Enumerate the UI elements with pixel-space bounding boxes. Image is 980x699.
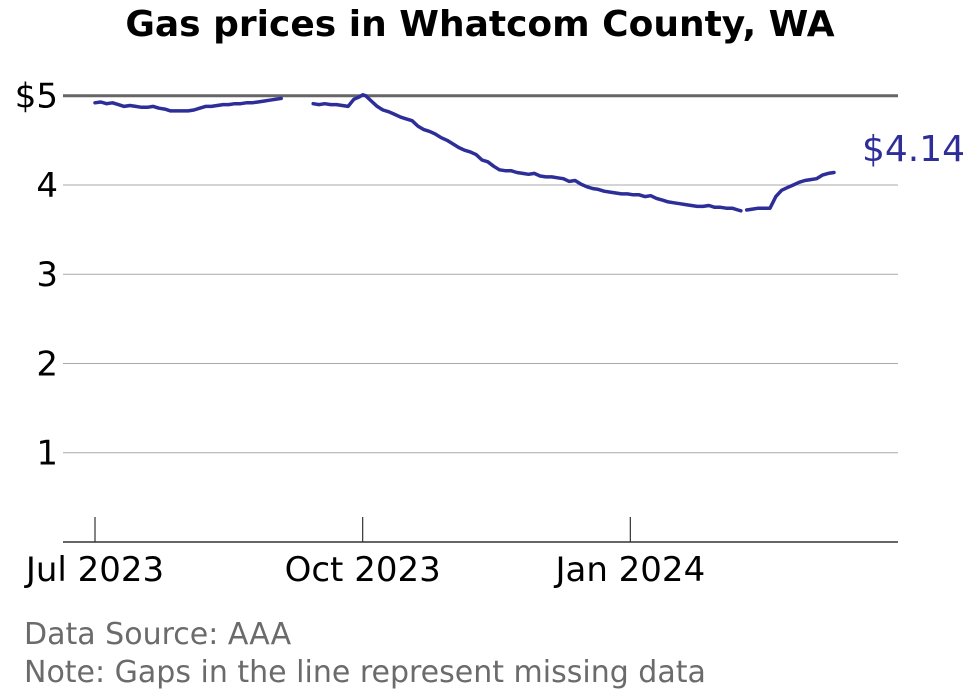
price-line	[93, 93, 836, 213]
x-tick-label: Jan 2024	[553, 550, 705, 590]
y-tick-label: 1	[36, 434, 58, 474]
chart-title: Gas prices in Whatcom County, WA	[125, 4, 834, 45]
price-line-segment	[744, 170, 836, 212]
x-axis-ticks: Jul 2023 Oct 2023 Jan 2024	[24, 517, 705, 590]
latest-price-label: $4.14	[862, 129, 965, 170]
x-tick-label: Oct 2023	[285, 550, 441, 590]
x-tick-label: Jul 2023	[24, 550, 164, 590]
missing-data-note: Note: Gaps in the line represent missing…	[24, 655, 706, 690]
y-tick-label: 3	[36, 255, 58, 295]
y-tick-label: 2	[36, 344, 58, 384]
y-tick-label: 4	[36, 166, 58, 206]
gridlines	[63, 94, 898, 454]
y-tick-label: $5	[15, 77, 58, 117]
price-line-segment	[93, 96, 283, 113]
y-axis-tick-labels: 1 2 3 4 $5	[15, 77, 58, 474]
price-line-segment	[311, 93, 743, 213]
data-source-note: Data Source: AAA	[24, 617, 292, 652]
